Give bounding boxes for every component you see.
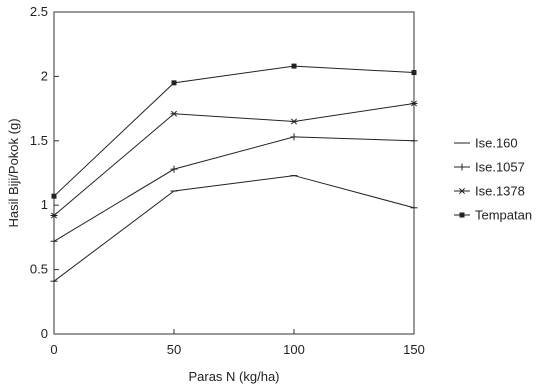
y-tick-label: 1	[41, 197, 48, 212]
y-axis-label: Hasil Biji/Pokok (g)	[6, 118, 21, 227]
data-point	[51, 193, 57, 199]
legend-label: Tempatan	[475, 208, 532, 223]
series-line	[53, 65, 415, 197]
data-point	[411, 100, 417, 107]
plot-frame	[53, 11, 415, 335]
y-tick-label: 1.5	[30, 133, 48, 148]
data-point	[411, 70, 417, 76]
y-tick-label: 2	[41, 68, 48, 83]
x-tick-label: 100	[283, 342, 305, 357]
y-tick-label: 2.5	[30, 4, 48, 19]
data-point	[459, 212, 465, 218]
series-layer	[50, 63, 418, 282]
legend: Ise.160 Ise.1057 Ise.1378 Tempatan	[454, 136, 532, 223]
data-point	[171, 80, 177, 86]
x-tick-label: 0	[50, 342, 57, 357]
y-axis: 0 0.5 1 1.5 2 2.5	[30, 4, 59, 341]
series-ise-1057	[50, 133, 418, 245]
legend-item: Tempatan	[454, 208, 532, 223]
data-point	[171, 110, 177, 117]
x-axis: 0 50 100 150	[50, 329, 425, 357]
series-line	[53, 136, 415, 242]
data-point	[291, 118, 297, 125]
series-line	[53, 102, 415, 216]
legend-item: Ise.160	[454, 136, 518, 151]
series-ise-1378	[50, 100, 418, 219]
series-tempatan	[51, 63, 417, 199]
x-tick-label: 50	[167, 342, 181, 357]
legend-label: Ise.1057	[475, 160, 525, 175]
y-tick-label: 0.5	[30, 262, 48, 277]
data-point	[51, 212, 57, 219]
x-axis-label: Paras N (kg/ha)	[188, 369, 279, 384]
data-point	[291, 63, 297, 69]
y-tick-label: 0	[41, 326, 48, 341]
legend-label: Ise.160	[475, 136, 518, 151]
legend-label: Ise.1378	[475, 184, 525, 199]
legend-item: Ise.1057	[454, 160, 525, 175]
series-ise-160	[50, 175, 418, 282]
x-tick-label: 150	[403, 342, 425, 357]
legend-item: Ise.1378	[454, 184, 525, 199]
series-line	[53, 175, 415, 282]
data-point	[459, 188, 465, 194]
